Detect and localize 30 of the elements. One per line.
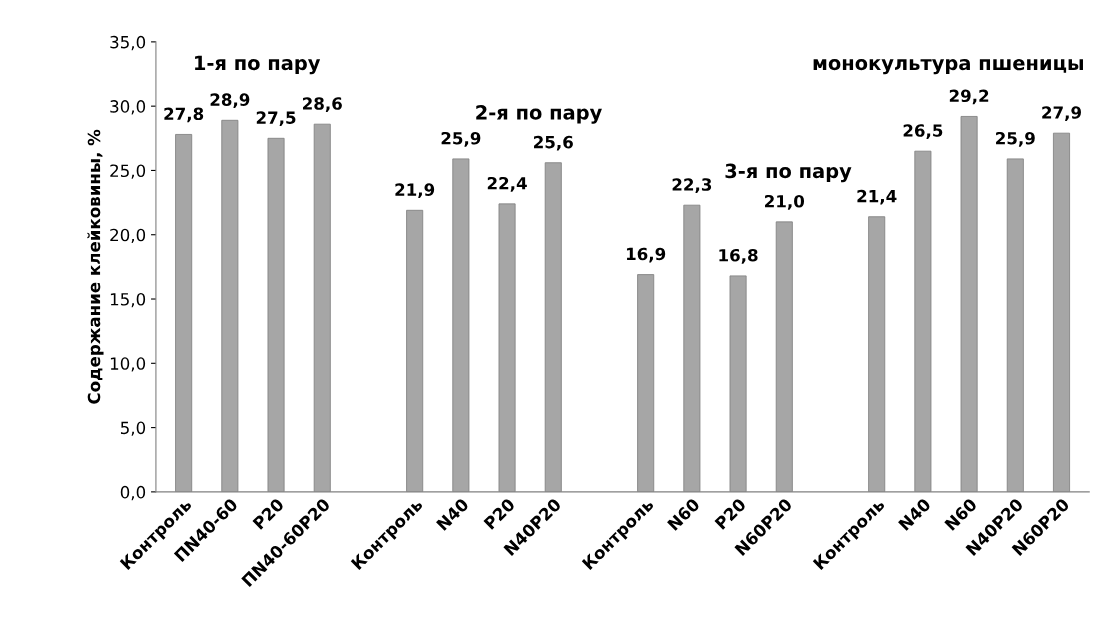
- data-label: 25,9: [441, 131, 481, 147]
- data-label: 16,8: [719, 248, 758, 264]
- data-label: 16,9: [626, 247, 666, 263]
- y-tick-label: 0,0: [120, 485, 146, 501]
- annotation: 2-я по пару: [476, 105, 602, 124]
- y-tick-label: 5,0: [120, 421, 146, 436]
- data-label: 26,5: [903, 124, 943, 139]
- y-axis-title: Содержание клейковины, %: [87, 129, 104, 404]
- data-label: 21,4: [857, 189, 897, 205]
- data-label: 28,9: [210, 93, 250, 109]
- annotation: монокультура пшеницы: [813, 59, 1083, 75]
- annotation: 1-я по пару: [195, 55, 321, 75]
- data-label: 22,3: [672, 178, 712, 193]
- y-tick-label: 15,0: [110, 292, 146, 308]
- data-label: 25,6: [534, 135, 573, 151]
- data-label: 29,2: [949, 89, 989, 105]
- y-tick-label: 25,0: [110, 164, 146, 179]
- annotation: 3-я по пару: [725, 163, 852, 183]
- data-label: 21,0: [765, 194, 805, 210]
- y-tick-label: 30,0: [110, 100, 146, 115]
- data-label: 28,6: [303, 97, 342, 112]
- data-label: 27,9: [1042, 106, 1081, 121]
- data-label: 27,8: [164, 107, 204, 123]
- y-tick-label: 10,0: [110, 357, 146, 372]
- y-tick-label: 20,0: [110, 228, 146, 243]
- data-label: 25,9: [996, 131, 1035, 147]
- data-label: 22,4: [487, 176, 527, 192]
- data-label: 21,9: [395, 183, 435, 199]
- y-tick-label: 35,0: [110, 35, 146, 51]
- data-label: 27,5: [256, 111, 296, 127]
